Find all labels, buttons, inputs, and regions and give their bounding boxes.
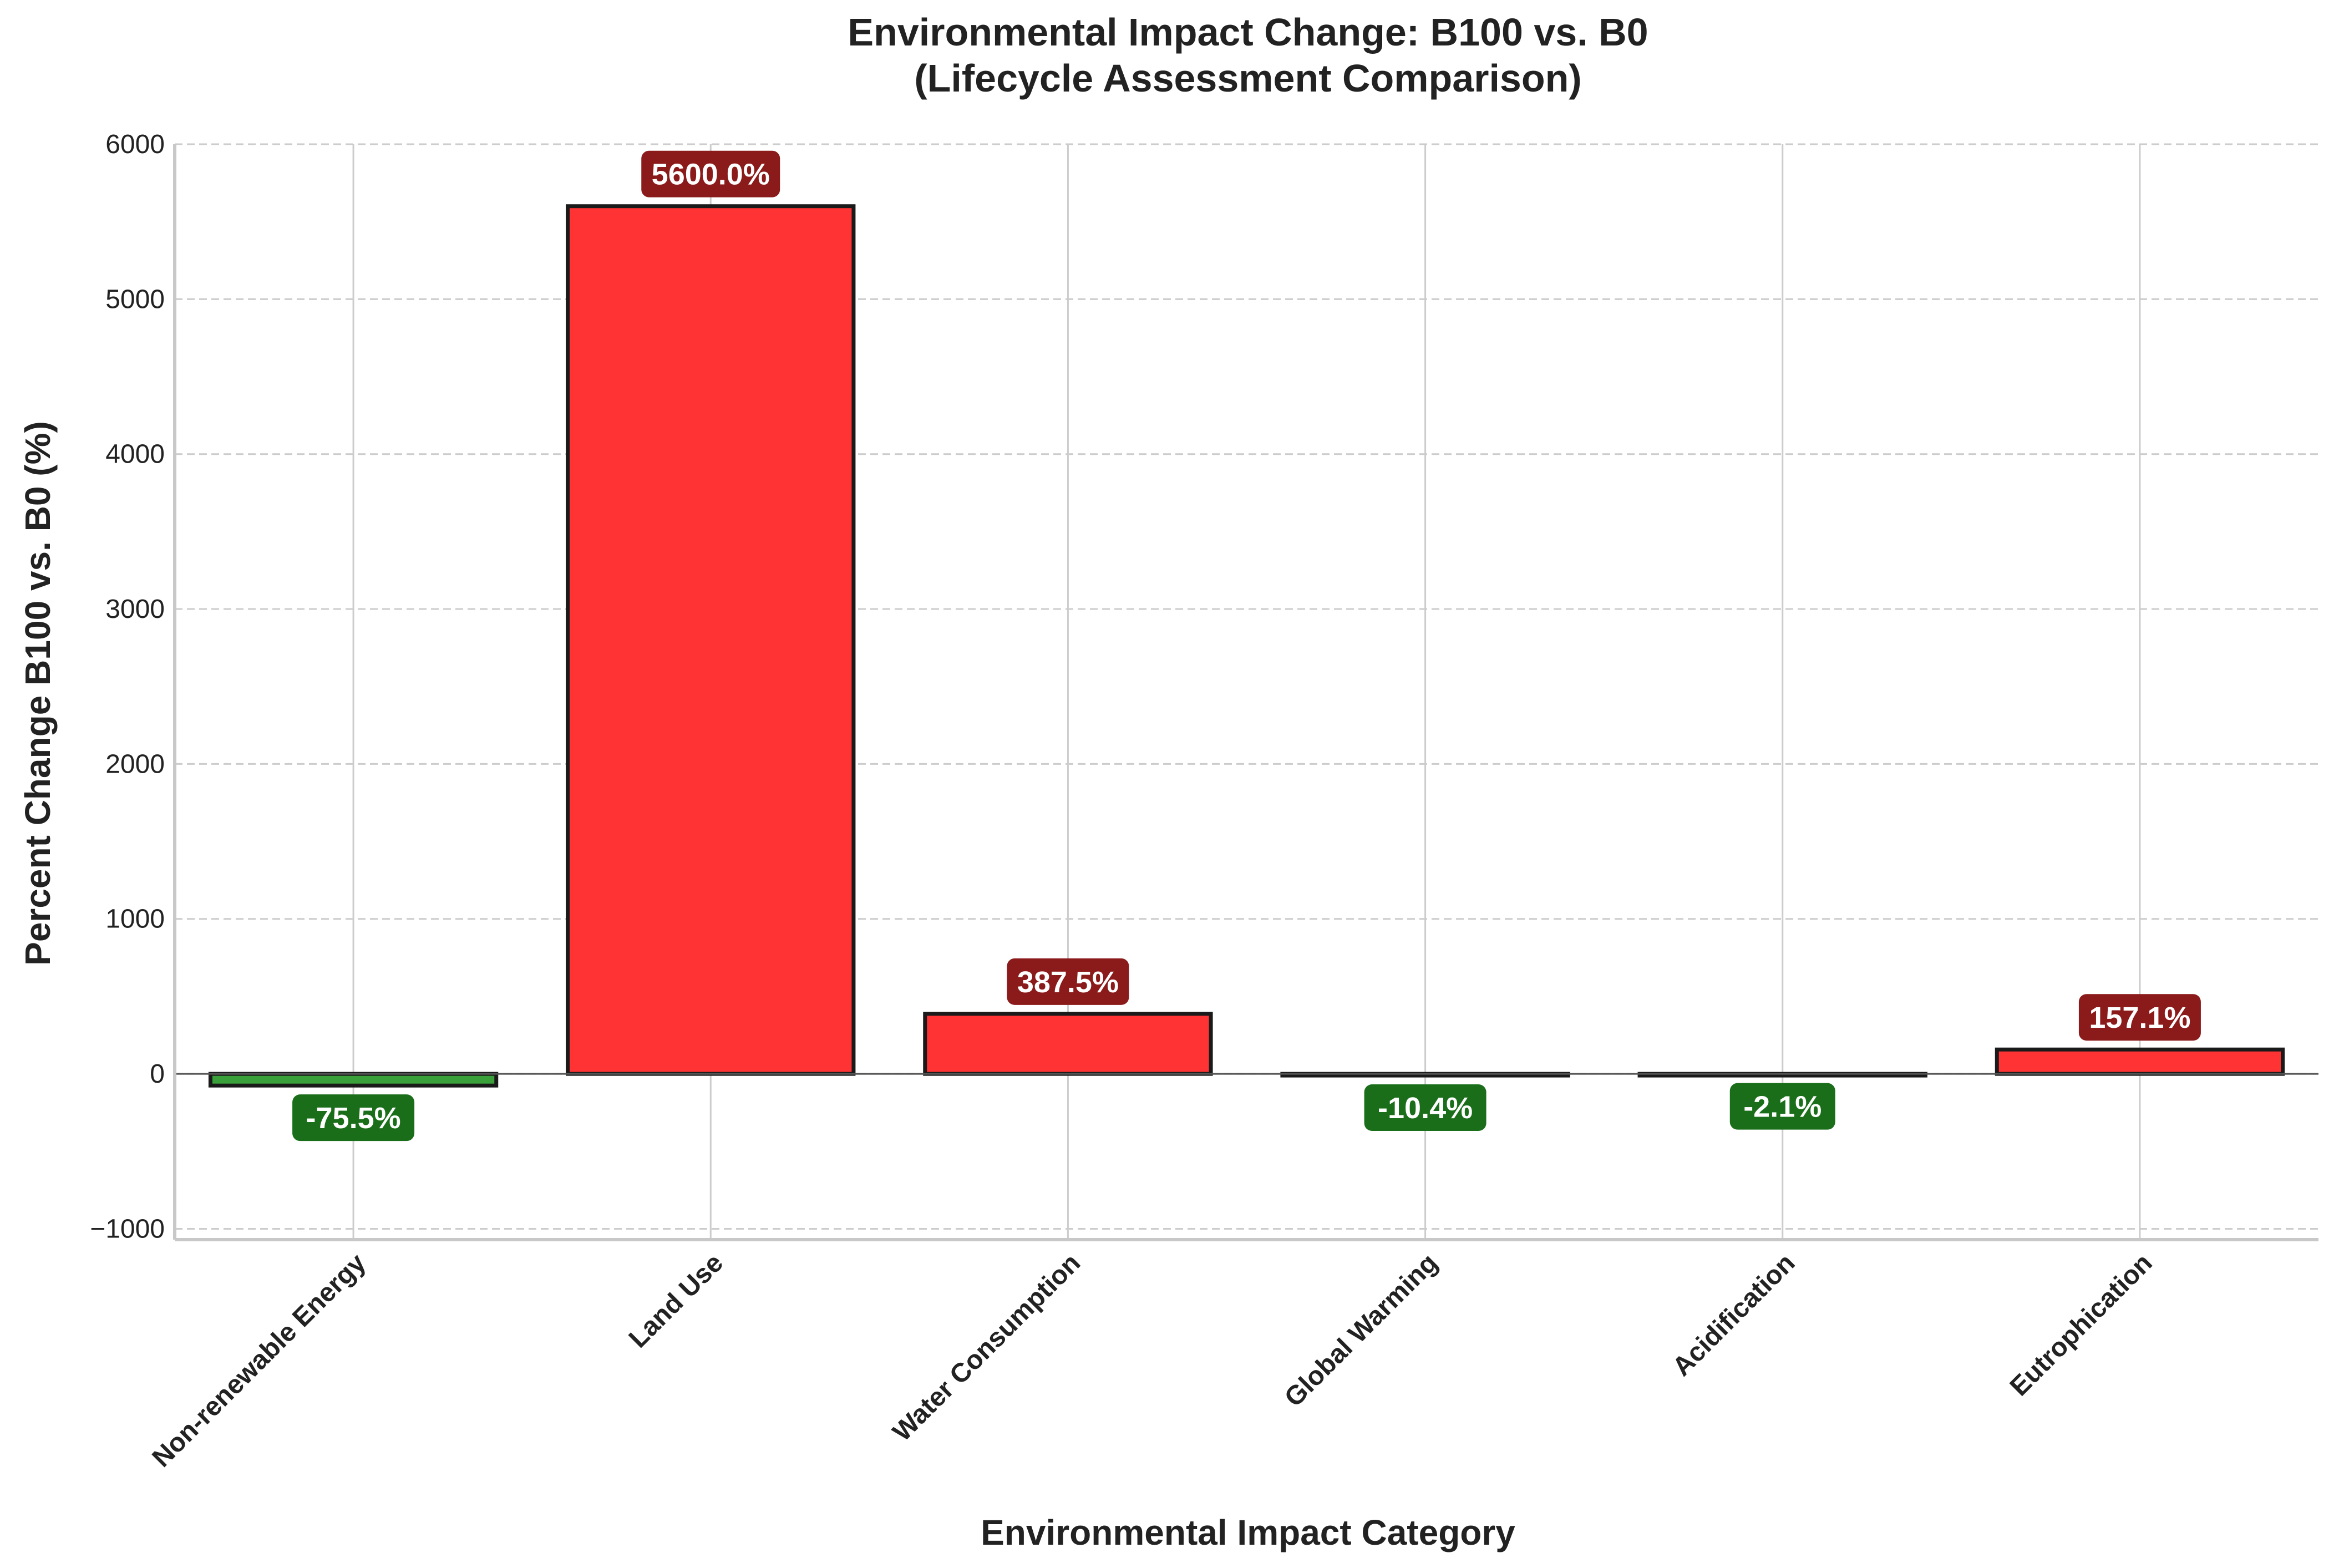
y-axis-label: Percent Change B100 vs. B0 (%): [18, 421, 58, 966]
axes-layer: −1000 0 1000 2000 3000 4000 5000 6000 Non-renewa…: [90, 130, 2318, 1473]
bar: [208, 1072, 499, 1088]
bar: [566, 204, 856, 1076]
bar: [1995, 1047, 2285, 1076]
bars-layer: [208, 204, 2285, 1088]
y-tick-label: 4000: [105, 440, 165, 469]
x-tick-label: Global Warming: [1279, 1248, 1443, 1412]
chart-title-line2: (Lifecycle Assessment Comparison): [914, 57, 1581, 100]
x-tick-label: Non-renewable Energy: [147, 1248, 372, 1473]
y-tick-label: 5000: [105, 285, 165, 314]
x-tick-label: Acidification: [1667, 1248, 1800, 1382]
x-axis-label: Environmental Impact Category: [981, 1513, 1515, 1552]
labels-layer: -75.5% 5600.0% 387.5% -10.4% -2.1% 157.1%: [292, 150, 2201, 1141]
y-tick-label: 6000: [105, 130, 165, 159]
x-tick-label: Land Use: [623, 1248, 729, 1353]
data-label: -2.1%: [1743, 1090, 1822, 1124]
y-tick-label: −1000: [90, 1214, 165, 1244]
y-tick-label: 3000: [105, 595, 165, 624]
bar: [923, 1012, 1213, 1076]
data-label: -75.5%: [306, 1102, 401, 1135]
y-tick-label: 2000: [105, 749, 165, 779]
data-label-box: [292, 1094, 415, 1141]
data-label-box: [2078, 994, 2201, 1041]
y-tick-label: 1000: [105, 905, 165, 934]
data-label-box: [1729, 1083, 1835, 1130]
data-label-box: [1007, 958, 1129, 1005]
data-label: 387.5%: [1017, 966, 1119, 999]
x-tick-label: Water Consumption: [887, 1248, 1087, 1447]
data-label: -10.4%: [1378, 1092, 1473, 1125]
data-label: 5600.0%: [652, 158, 770, 191]
x-tick-label: Eutrophication: [2005, 1248, 2158, 1402]
chart-title-line1: Environmental Impact Change: B100 vs. B0: [848, 11, 1648, 54]
y-tick-label: 0: [150, 1059, 165, 1089]
data-label: 157.1%: [2089, 1001, 2190, 1034]
data-label-box: [1364, 1084, 1486, 1131]
data-label-box: [641, 150, 780, 197]
